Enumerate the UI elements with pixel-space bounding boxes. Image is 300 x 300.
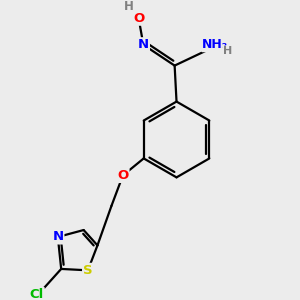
Text: N: N	[138, 38, 149, 51]
Text: N: N	[52, 230, 63, 243]
Text: O: O	[117, 169, 128, 182]
Text: O: O	[133, 12, 144, 25]
Text: S: S	[83, 264, 93, 277]
Text: Cl: Cl	[29, 288, 44, 300]
Text: H: H	[124, 0, 134, 14]
Text: H: H	[223, 46, 232, 56]
Text: NH₂: NH₂	[202, 38, 228, 51]
